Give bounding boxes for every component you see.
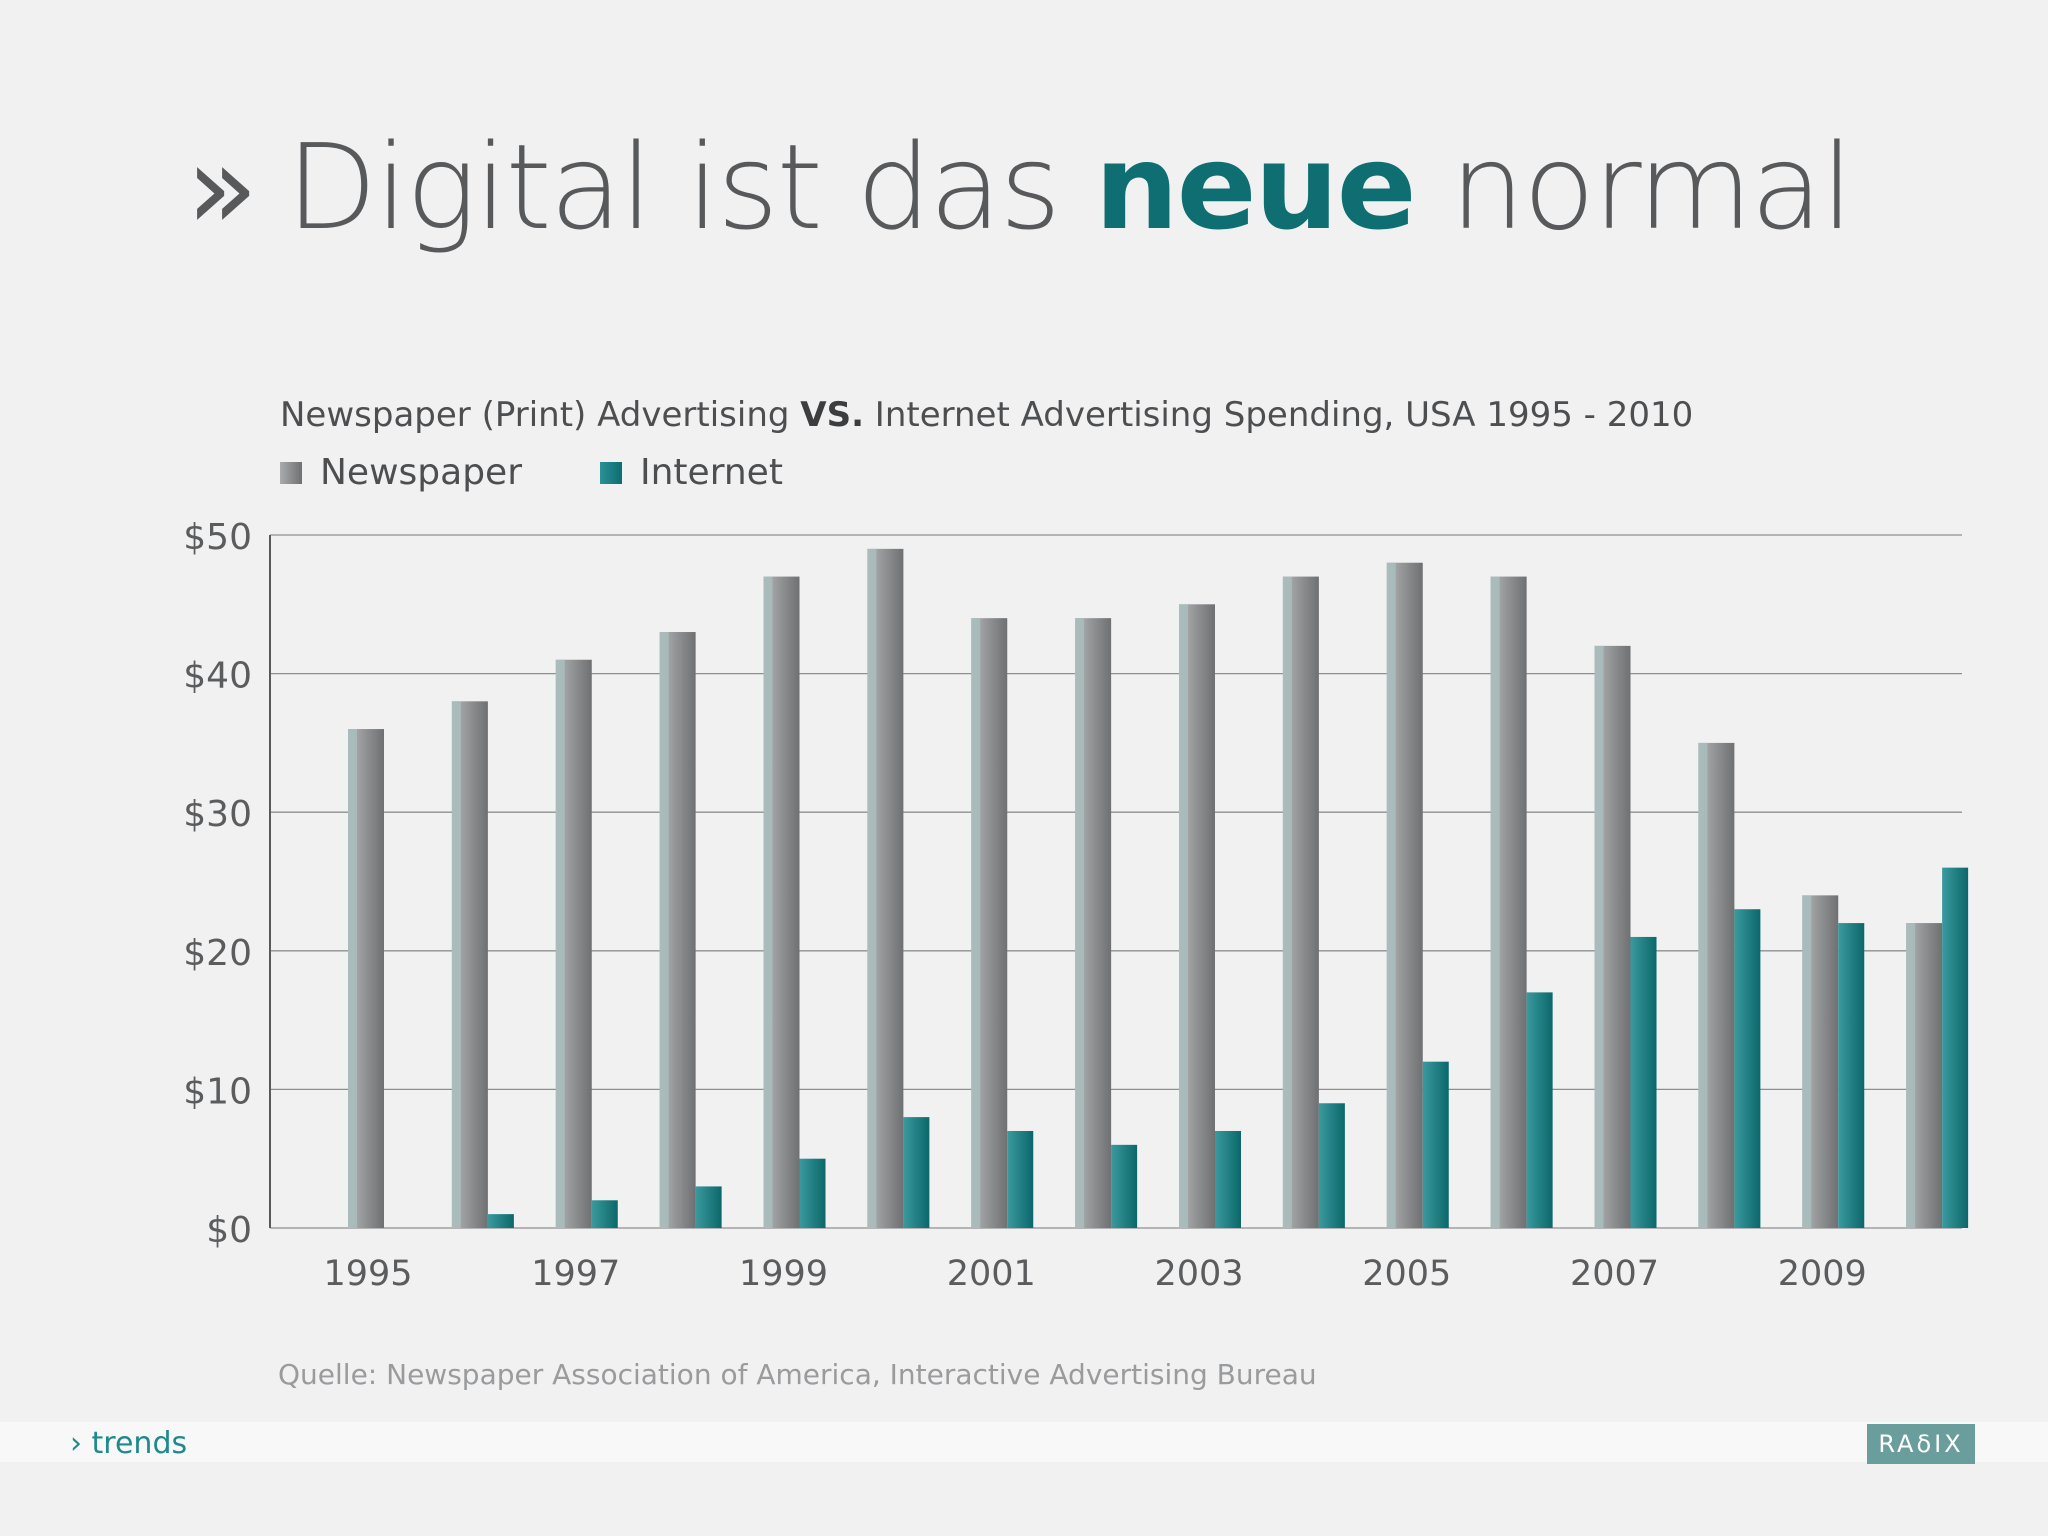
bar-newspaper-edge [1594, 645, 1604, 1228]
bar-internet [1942, 867, 1969, 1228]
x-tick-label: 1999 [739, 1254, 828, 1294]
bar-internet [1838, 923, 1865, 1228]
bar-newspaper-edge [555, 659, 565, 1228]
y-tick-label: $20 [183, 933, 252, 974]
y-tick-label: $30 [183, 794, 252, 835]
y-tick-label: $0 [206, 1210, 252, 1251]
legend-swatch-internet [600, 461, 622, 484]
bar-newspaper-edge [1075, 618, 1085, 1228]
x-tick-label: 1997 [531, 1254, 620, 1294]
bar-internet [1630, 936, 1657, 1228]
legend-item-internet: Internet [600, 452, 783, 493]
bar-newspaper-edge [1386, 562, 1396, 1228]
title-pre: Digital ist das [286, 118, 1061, 256]
legend-label-internet: Internet [640, 452, 783, 493]
y-tick-label: $10 [183, 1071, 252, 1112]
title-post: normal [1450, 118, 1853, 256]
x-tick-label: 2003 [1154, 1254, 1243, 1294]
legend-swatch-newspaper [280, 461, 302, 484]
bar-newspaper-edge [1490, 576, 1500, 1228]
bar-newspaper-edge [348, 729, 357, 1228]
labels-layer: $0 $10 $20 $30 $40 $50 1995 1997 1999 2001 2003 200… [183, 517, 1867, 1294]
bar-newspaper-edge [1802, 895, 1812, 1228]
slide-title: » Digital ist das neue normal [186, 118, 1854, 256]
chart-title: Newspaper (Print) Advertising VS. Intern… [280, 395, 1693, 435]
chart-legend: Newspaper Internet [280, 452, 861, 493]
bar-newspaper-edge [971, 618, 981, 1228]
legend-label-newspaper: Newspaper [320, 452, 522, 493]
chart-source: Quelle: Newspaper Association of America… [278, 1358, 1317, 1391]
bar-internet [1007, 1130, 1034, 1228]
legend-item-newspaper: Newspaper [280, 452, 522, 493]
x-tick-label: 2009 [1778, 1254, 1867, 1294]
x-tick-label: 2005 [1362, 1254, 1451, 1294]
footer-bar [0, 1422, 2048, 1462]
chart-title-post: Internet Advertising Spending, USA 1995 … [874, 395, 1694, 435]
chart-title-vs: VS. [800, 395, 864, 435]
bar-internet [1111, 1144, 1138, 1228]
y-tick-label: $40 [183, 656, 252, 697]
bar-internet [1526, 992, 1553, 1228]
chevron-icon: » [186, 118, 258, 256]
bar-internet [799, 1158, 826, 1228]
bars-layer [348, 548, 1969, 1228]
bar-newspaper-edge [1282, 576, 1292, 1228]
radix-logo: RAδIX [1867, 1424, 1975, 1464]
bar-chart: $0 $10 $20 $30 $40 $50 1995 1997 1999 2001 2003 200… [183, 517, 1969, 1294]
bar-internet [1318, 1103, 1345, 1228]
x-tick-label: 1995 [323, 1254, 412, 1294]
bar-newspaper-edge [763, 576, 773, 1228]
x-tick-label: 2001 [947, 1254, 1036, 1294]
bar-newspaper-edge [1906, 923, 1916, 1228]
bar-internet [1215, 1130, 1241, 1228]
y-tick-label: $50 [183, 517, 252, 558]
bar-internet [903, 1117, 930, 1228]
bar-internet [695, 1186, 722, 1228]
bar-internet [487, 1214, 514, 1228]
bar-internet [1422, 1061, 1449, 1228]
bar-newspaper-edge [1698, 742, 1708, 1228]
bar-newspaper-edge [451, 701, 461, 1228]
x-tick-label: 2007 [1570, 1254, 1659, 1294]
chart-title-pre: Newspaper (Print) Advertising [280, 395, 790, 435]
bar-internet [591, 1200, 618, 1228]
title-highlight: neue [1094, 118, 1417, 256]
bar-newspaper-edge [1179, 604, 1188, 1228]
footer-section-label: › trends [70, 1426, 188, 1461]
bar-newspaper-edge [867, 548, 877, 1228]
bar-internet [1734, 909, 1761, 1228]
grid-layer [269, 534, 1962, 1229]
bar-newspaper-edge [659, 632, 669, 1228]
